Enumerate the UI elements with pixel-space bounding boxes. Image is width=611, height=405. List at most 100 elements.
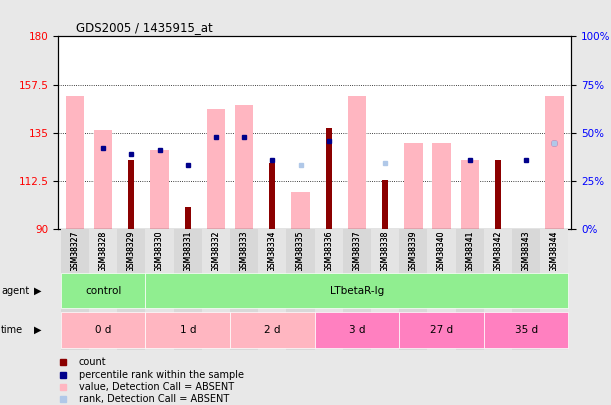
Bar xyxy=(207,109,225,229)
Bar xyxy=(145,229,174,271)
Bar xyxy=(117,310,145,350)
Text: time: time xyxy=(1,325,23,335)
Bar xyxy=(371,310,399,350)
Bar xyxy=(230,271,258,310)
Bar xyxy=(343,271,371,310)
Text: GSM38327: GSM38327 xyxy=(70,231,79,272)
Text: 3 d: 3 d xyxy=(349,325,365,335)
Bar xyxy=(371,229,399,271)
Text: GSM38342: GSM38342 xyxy=(494,231,502,272)
Bar xyxy=(456,271,484,310)
Text: GSM38339: GSM38339 xyxy=(409,231,418,273)
Bar xyxy=(117,271,145,310)
Text: ▶: ▶ xyxy=(34,286,41,296)
Bar xyxy=(512,310,540,350)
Bar xyxy=(484,271,512,310)
Bar xyxy=(202,229,230,271)
Bar xyxy=(230,229,258,271)
Bar xyxy=(258,310,287,350)
Bar xyxy=(315,271,343,310)
Text: 1 d: 1 d xyxy=(180,325,196,335)
Bar xyxy=(287,229,315,271)
Text: GSM38332: GSM38332 xyxy=(211,231,221,272)
Bar xyxy=(540,229,568,271)
Bar xyxy=(174,271,202,310)
Text: GSM38343: GSM38343 xyxy=(522,231,531,273)
Bar xyxy=(61,310,89,350)
Bar xyxy=(145,271,174,310)
Text: GSM38344: GSM38344 xyxy=(550,231,559,273)
Bar xyxy=(315,310,343,350)
Text: GSM38336: GSM38336 xyxy=(324,231,333,273)
Bar xyxy=(150,150,169,229)
Text: GSM38329: GSM38329 xyxy=(127,231,136,272)
Bar xyxy=(404,143,423,229)
Text: GSM38330: GSM38330 xyxy=(155,231,164,273)
Bar xyxy=(399,312,484,348)
Text: GSM38339: GSM38339 xyxy=(409,231,418,273)
Bar xyxy=(399,271,428,310)
Bar xyxy=(202,271,230,310)
Bar xyxy=(484,310,512,350)
Text: value, Detection Call = ABSENT: value, Detection Call = ABSENT xyxy=(79,382,233,392)
Text: GSM38341: GSM38341 xyxy=(465,231,474,272)
Text: 0 d: 0 d xyxy=(95,325,111,335)
Bar xyxy=(456,229,484,271)
Bar xyxy=(61,312,145,348)
Bar xyxy=(235,105,254,229)
Bar xyxy=(371,271,399,310)
Bar xyxy=(484,229,512,271)
Text: GSM38343: GSM38343 xyxy=(522,231,531,273)
Text: percentile rank within the sample: percentile rank within the sample xyxy=(79,370,244,379)
Bar xyxy=(61,271,89,310)
Text: GSM38340: GSM38340 xyxy=(437,231,446,273)
Bar xyxy=(315,229,343,271)
Bar xyxy=(348,96,366,229)
Bar xyxy=(61,273,145,308)
Bar xyxy=(540,310,568,350)
Bar xyxy=(326,128,332,229)
Bar xyxy=(291,192,310,229)
Text: control: control xyxy=(85,286,122,296)
Text: 35 d: 35 d xyxy=(514,325,538,335)
Text: GSM38338: GSM38338 xyxy=(381,231,390,272)
Bar xyxy=(428,271,456,310)
Text: GSM38331: GSM38331 xyxy=(183,231,192,272)
Text: GSM38328: GSM38328 xyxy=(98,231,108,272)
Bar xyxy=(512,271,540,310)
Bar xyxy=(174,310,202,350)
Bar xyxy=(230,310,258,350)
Text: GDS2005 / 1435915_at: GDS2005 / 1435915_at xyxy=(76,21,213,34)
Text: GSM38328: GSM38328 xyxy=(98,231,108,272)
Bar xyxy=(461,160,479,229)
Text: 27 d: 27 d xyxy=(430,325,453,335)
Text: GSM38329: GSM38329 xyxy=(127,231,136,272)
Bar xyxy=(269,162,276,229)
Text: GSM38341: GSM38341 xyxy=(465,231,474,272)
Text: rank, Detection Call = ABSENT: rank, Detection Call = ABSENT xyxy=(79,394,229,404)
Text: GSM38342: GSM38342 xyxy=(494,231,502,272)
Text: GSM38334: GSM38334 xyxy=(268,231,277,273)
Bar xyxy=(287,271,315,310)
Text: GSM38340: GSM38340 xyxy=(437,231,446,273)
Text: GSM38333: GSM38333 xyxy=(240,231,249,273)
Bar xyxy=(66,96,84,229)
Bar xyxy=(117,229,145,271)
Bar xyxy=(145,312,230,348)
Bar xyxy=(128,160,134,229)
Bar xyxy=(89,310,117,350)
Bar xyxy=(343,229,371,271)
Bar xyxy=(89,229,117,271)
Text: GSM38327: GSM38327 xyxy=(70,231,79,272)
Text: GSM38331: GSM38331 xyxy=(183,231,192,272)
Text: GSM38335: GSM38335 xyxy=(296,231,305,273)
Text: GSM38337: GSM38337 xyxy=(353,231,362,273)
Bar xyxy=(230,312,315,348)
Text: agent: agent xyxy=(1,286,29,296)
Text: GSM38332: GSM38332 xyxy=(211,231,221,272)
Bar xyxy=(287,310,315,350)
Bar xyxy=(484,312,568,348)
Text: GSM38344: GSM38344 xyxy=(550,231,559,273)
Bar xyxy=(258,271,287,310)
Text: 2 d: 2 d xyxy=(264,325,280,335)
